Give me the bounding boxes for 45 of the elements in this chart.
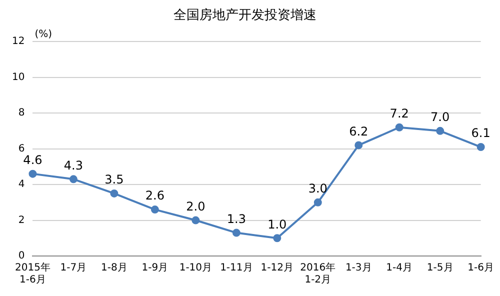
data-label: 4.3	[64, 158, 84, 172]
y-tick-label: 8	[18, 108, 25, 119]
point	[273, 234, 282, 242]
point	[232, 228, 240, 237]
data-label: 7.0	[430, 110, 450, 124]
data-label: 2.0	[186, 199, 206, 214]
chart-title: 全国房地产开发投资增速	[174, 7, 316, 24]
point	[395, 123, 404, 132]
x-tick-label: 1-6月	[468, 262, 494, 274]
point	[314, 198, 322, 206]
data-label: 1.0	[268, 217, 287, 232]
data-label: 2.6	[145, 188, 164, 203]
y-tick-label: 6	[18, 143, 25, 154]
point	[476, 143, 485, 152]
x-tick-label: 1-7月	[60, 262, 87, 274]
data-label: 6.2	[349, 124, 368, 138]
x-tick-label: 1-4月	[386, 262, 413, 274]
x-tick-label: 1-10月	[179, 262, 212, 274]
point	[436, 126, 444, 135]
data-label: 4.6	[23, 152, 42, 167]
x-tick-label: 1-3月	[345, 262, 372, 274]
y-tick-label: 12	[12, 36, 25, 48]
x-tick-label: 1-12月	[260, 262, 294, 274]
point	[354, 141, 363, 150]
data-label: 6.1	[471, 126, 490, 140]
point	[150, 206, 159, 214]
data-label: 7.2	[390, 106, 409, 120]
data-label: 3.0	[308, 182, 328, 196]
point	[69, 175, 78, 184]
data-label: 3.5	[104, 172, 124, 187]
point	[192, 216, 200, 224]
y-tick-label: 10	[12, 72, 25, 83]
x-tick-label: 1-9月	[142, 262, 168, 274]
y-tick-label: 4	[18, 179, 25, 190]
point	[28, 170, 37, 178]
y-tick-label: 2	[18, 214, 25, 226]
x-tick-label: 1-11月	[220, 262, 253, 274]
point	[110, 189, 118, 198]
x-tick-label: 2016年 1-2月	[300, 262, 336, 286]
x-tick-label: 2015年 1-6月	[15, 262, 50, 286]
x-tick-label: 1-8月	[101, 262, 128, 274]
y-axis-title: (%)	[34, 29, 52, 40]
data-label: 1.3	[226, 212, 246, 226]
x-tick-label: 1-5月	[426, 262, 454, 274]
y-tick-label: 0	[18, 250, 25, 262]
